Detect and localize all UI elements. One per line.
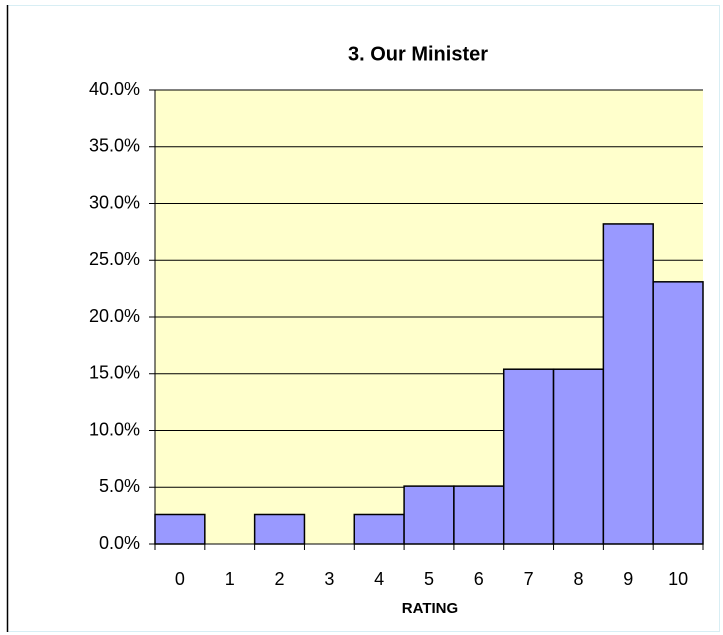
x-tick-label: 2 <box>275 569 285 589</box>
y-tick-label: 35.0% <box>89 136 140 156</box>
y-tick-label: 10.0% <box>89 419 140 439</box>
x-tick-label: 5 <box>424 569 434 589</box>
x-tick-label: 10 <box>668 569 688 589</box>
y-tick-label: 40.0% <box>89 79 140 99</box>
y-tick-label: 0.0% <box>99 533 140 553</box>
x-tick-label: 0 <box>175 569 185 589</box>
chart-title: 3. Our Minister <box>348 43 488 65</box>
x-tick-label: 6 <box>474 569 484 589</box>
x-tick-label: 8 <box>573 569 583 589</box>
bar <box>253 513 306 545</box>
bar <box>353 513 405 545</box>
x-tick-label: 7 <box>524 569 534 589</box>
bar <box>552 368 605 545</box>
bar <box>502 368 555 545</box>
y-tick-label: 30.0% <box>89 192 140 212</box>
bar <box>154 513 206 545</box>
y-tick-label: 5.0% <box>99 476 140 496</box>
y-tick-label: 20.0% <box>89 306 140 326</box>
bar <box>403 485 455 545</box>
bar <box>652 281 704 545</box>
x-tick-label: 4 <box>374 569 384 589</box>
y-tick-label: 15.0% <box>89 363 140 383</box>
bar <box>602 223 654 545</box>
x-tick-label: 9 <box>623 569 633 589</box>
x-axis-title: RATING <box>402 600 458 617</box>
bar <box>453 485 505 545</box>
y-tick-label: 25.0% <box>89 249 140 269</box>
x-tick-label: 3 <box>324 569 334 589</box>
x-tick-label: 1 <box>225 569 235 589</box>
